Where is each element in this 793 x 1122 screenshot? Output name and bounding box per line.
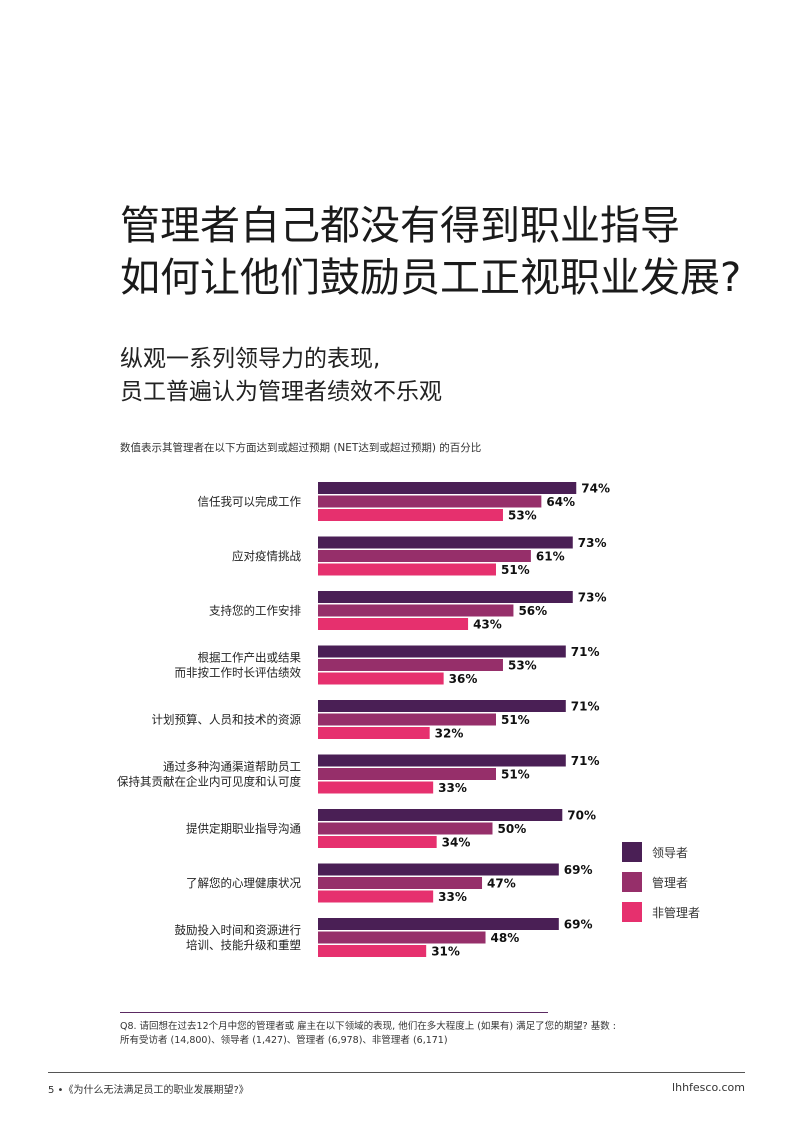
data-label-non-managers: 53% xyxy=(508,509,537,523)
data-label-managers: 50% xyxy=(498,822,527,836)
data-label-managers: 61% xyxy=(536,550,565,564)
bar-managers xyxy=(318,931,486,944)
footnote-divider xyxy=(120,1012,548,1013)
page-title: 管理者自己都没有得到职业指导 如何让他们鼓励员工正视职业发展? xyxy=(120,200,780,304)
data-label-non-managers: 51% xyxy=(501,563,530,577)
data-label-non-managers: 31% xyxy=(431,945,460,959)
bar-managers xyxy=(318,659,503,671)
category-label: 信任我可以完成工作 xyxy=(198,495,302,509)
data-label-leaders: 73% xyxy=(578,591,607,605)
bar-leaders xyxy=(318,754,566,767)
data-label-managers: 64% xyxy=(546,495,575,509)
data-label-non-managers: 34% xyxy=(442,836,471,850)
bar-leaders xyxy=(318,536,573,549)
category-label: 鼓励投入时间和资源进行 xyxy=(175,923,302,937)
data-label-leaders: 71% xyxy=(571,700,600,714)
data-label-managers: 51% xyxy=(501,768,530,782)
data-label-leaders: 71% xyxy=(571,754,600,768)
bar-managers xyxy=(318,822,493,835)
page-title-line-2: 如何让他们鼓励员工正视职业发展? xyxy=(120,255,742,301)
page-title-line-1: 管理者自己都没有得到职业指导 xyxy=(120,203,680,249)
data-label-managers: 56% xyxy=(518,604,547,618)
data-label-leaders: 71% xyxy=(571,645,600,659)
bar-chart: 信任我可以完成工作 74% 64% 53% 应对疫情挑战 73% 61% 51% 支持您的工作安… xyxy=(117,482,610,959)
bar-non-managers xyxy=(318,836,437,848)
bar-leaders xyxy=(318,645,566,658)
data-label-non-managers: 33% xyxy=(438,781,467,795)
footnote-line-1: Q8. 请回想在过去12个月中您的管理者或 雇主在以下领域的表现, 他们在多大程… xyxy=(120,1021,616,1032)
bar-non-managers xyxy=(318,945,427,957)
legend-label-managers: 管理者 xyxy=(652,876,689,890)
bar-non-managers xyxy=(318,727,430,739)
footer-page-label: 5 •《为什么无法满足员工的职业发展期望?》 xyxy=(48,1085,249,1096)
data-label-non-managers: 43% xyxy=(473,618,502,632)
data-label-leaders: 73% xyxy=(578,536,607,550)
data-label-managers: 53% xyxy=(508,659,537,673)
category-label: 了解您的心理健康状况 xyxy=(186,876,301,890)
bar-leaders xyxy=(318,863,559,876)
bar-managers xyxy=(318,550,531,562)
bar-non-managers xyxy=(318,890,434,903)
data-label-managers: 51% xyxy=(501,713,530,727)
page-subtitle-line-2: 员工普遍认为管理者绩效不乐观 xyxy=(120,379,442,405)
data-label-leaders: 74% xyxy=(581,482,610,496)
bar-leaders xyxy=(318,809,563,821)
bar-managers xyxy=(318,877,483,889)
category-label: 支持您的工作安排 xyxy=(209,604,301,618)
legend-label-leaders: 领导者 xyxy=(652,846,689,860)
page-subtitle: 纵观一系列领导力的表现, 员工普遍认为管理者绩效不乐观 xyxy=(120,343,760,409)
bar-non-managers xyxy=(318,672,444,685)
bar-non-managers xyxy=(318,563,496,576)
bar-managers xyxy=(318,713,496,726)
bar-managers xyxy=(318,495,542,508)
page-subtitle-line-1: 纵观一系列领导力的表现, xyxy=(120,346,381,372)
category-label: 保持其贡献在企业内可见度和认可度 xyxy=(117,775,301,789)
category-label: 应对疫情挑战 xyxy=(232,549,301,563)
bar-leaders xyxy=(318,482,577,494)
legend-label-non-managers: 非管理者 xyxy=(652,906,701,920)
category-label: 而非按工作时长评估绩效 xyxy=(175,666,302,680)
data-label-non-managers: 33% xyxy=(438,890,467,904)
footer-website-link[interactable]: lhhfesco.com xyxy=(672,1081,745,1094)
bar-leaders xyxy=(318,700,566,712)
footnote-line-2: 所有受访者 (14,800)、领导者 (1,427)、管理者 (6,978)、非… xyxy=(120,1035,448,1046)
bar-managers xyxy=(318,604,514,617)
category-label: 提供定期职业指导沟通 xyxy=(186,822,301,836)
chart-note: 数值表示其管理者在以下方面达到或超过预期 (NET达到或超过预期) 的百分比 xyxy=(120,442,482,454)
bar-managers xyxy=(318,768,496,780)
legend-swatch-non-managers xyxy=(622,902,642,922)
category-label: 通过多种沟通渠道帮助员工 xyxy=(163,760,301,774)
category-label: 培训、技能升级和重塑 xyxy=(186,938,301,952)
bar-leaders xyxy=(318,918,559,930)
bar-non-managers xyxy=(318,781,434,794)
data-label-non-managers: 36% xyxy=(449,672,478,686)
category-label: 计划预算、人员和技术的资源 xyxy=(152,713,302,727)
data-label-non-managers: 32% xyxy=(435,727,464,741)
data-label-leaders: 69% xyxy=(564,863,593,877)
bar-non-managers xyxy=(318,618,469,630)
legend-swatch-leaders xyxy=(622,842,642,862)
category-label: 根据工作产出或结果 xyxy=(198,651,302,665)
bar-leaders xyxy=(318,591,573,603)
data-label-leaders: 69% xyxy=(564,918,593,932)
data-label-managers: 48% xyxy=(491,931,520,945)
data-label-leaders: 70% xyxy=(567,809,596,823)
footer-divider xyxy=(48,1072,745,1073)
data-label-managers: 47% xyxy=(487,877,516,891)
legend-swatch-managers xyxy=(622,872,642,892)
footnote: Q8. 请回想在过去12个月中您的管理者或 雇主在以下领域的表现, 他们在多大程… xyxy=(120,1020,680,1048)
bar-non-managers xyxy=(318,509,503,521)
